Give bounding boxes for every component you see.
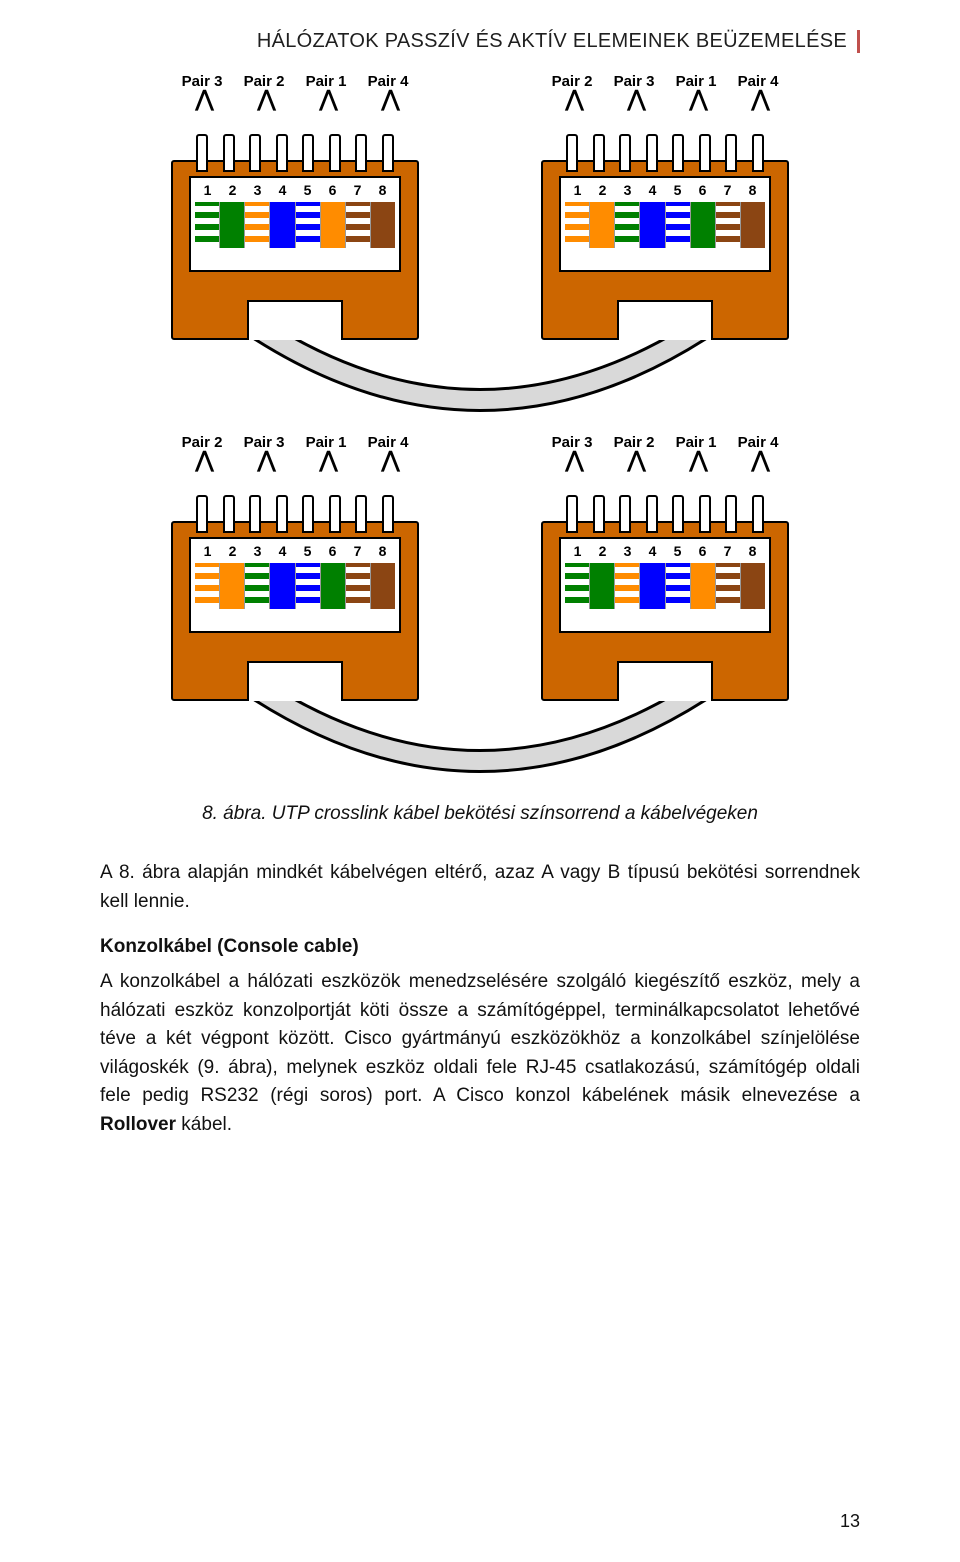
- page-header: HÁLÓZATOK PASSZÍV ÉS AKTÍV ELEMEINEK BEÜ…: [100, 30, 860, 53]
- rj45-body: 12345678: [535, 491, 795, 701]
- cable-arc: [150, 330, 810, 420]
- figure-caption: 8. ábra. UTP crosslink kábel bekötési sz…: [100, 803, 860, 825]
- pair-label: Pair 1⋀: [298, 73, 354, 124]
- wire-colors: [195, 563, 395, 609]
- rj45-body: 12345678: [535, 130, 795, 340]
- rj45-connector: Pair 3⋀Pair 2⋀Pair 1⋀Pair 4⋀ 12345678: [150, 73, 440, 340]
- rj45-connector: Pair 2⋀Pair 3⋀Pair 1⋀Pair 4⋀ 12345678: [150, 434, 440, 701]
- pair-label: Pair 1⋀: [298, 434, 354, 485]
- wire-colors: [565, 202, 765, 248]
- rj45-body: 12345678: [165, 491, 425, 701]
- pair-labels-row: Pair 2⋀Pair 3⋀Pair 1⋀Pair 4⋀: [520, 73, 810, 124]
- subheading-console-cable: Konzolkábel (Console cable): [100, 936, 860, 958]
- rj45-body: 12345678: [165, 130, 425, 340]
- rj45-connector: Pair 3⋀Pair 2⋀Pair 1⋀Pair 4⋀ 12345678: [520, 434, 810, 701]
- pair-label: Pair 4⋀: [730, 434, 786, 485]
- pin-numbers: 12345678: [195, 182, 395, 200]
- pair-label: Pair 2⋀: [236, 73, 292, 110]
- rj45-connector: Pair 2⋀Pair 3⋀Pair 1⋀Pair 4⋀ 12345678: [520, 73, 810, 340]
- connector-row: Pair 3⋀Pair 2⋀Pair 1⋀Pair 4⋀12345678Pair…: [150, 73, 810, 340]
- pair-labels-row: Pair 2⋀Pair 3⋀Pair 1⋀Pair 4⋀: [150, 434, 440, 485]
- pair-label: Pair 1⋀: [668, 434, 724, 485]
- pair-label: Pair 3⋀: [174, 73, 230, 124]
- pin-numbers: 12345678: [565, 182, 765, 200]
- paragraph-2: A konzolkábel a hálózati eszközök menedz…: [100, 968, 860, 1139]
- header-title: HÁLÓZATOK PASSZÍV ÉS AKTÍV ELEMEINEK BEÜ…: [257, 30, 847, 53]
- pair-label: Pair 2⋀: [606, 434, 662, 471]
- pin-numbers: 12345678: [565, 543, 765, 561]
- pair-label: Pair 2⋀: [174, 434, 230, 485]
- wire-colors: [565, 563, 765, 609]
- pair-label: Pair 4⋀: [360, 434, 416, 485]
- pair-label: Pair 4⋀: [360, 73, 416, 124]
- para2-a: A konzolkábel a hálózati eszközök menedz…: [100, 971, 860, 1106]
- cable-arc: [150, 691, 810, 781]
- pair-label: Pair 3⋀: [544, 434, 600, 485]
- para2-bold: Rollover: [100, 1114, 176, 1135]
- pair-labels-row: Pair 3⋀Pair 2⋀Pair 1⋀Pair 4⋀: [150, 73, 440, 124]
- pair-label: Pair 4⋀: [730, 73, 786, 124]
- page-number: 13: [840, 1511, 860, 1532]
- pair-label: Pair 1⋀: [668, 73, 724, 124]
- pair-label: Pair 2⋀: [544, 73, 600, 124]
- pin-numbers: 12345678: [195, 543, 395, 561]
- connector-row: Pair 2⋀Pair 3⋀Pair 1⋀Pair 4⋀12345678Pair…: [150, 434, 810, 701]
- pair-label: Pair 3⋀: [606, 73, 662, 110]
- pair-labels-row: Pair 3⋀Pair 2⋀Pair 1⋀Pair 4⋀: [520, 434, 810, 485]
- wire-colors: [195, 202, 395, 248]
- paragraph-1: A 8. ábra alapján mindkét kábelvégen elt…: [100, 859, 860, 916]
- pair-label: Pair 3⋀: [236, 434, 292, 471]
- wiring-diagram: Pair 3⋀Pair 2⋀Pair 1⋀Pair 4⋀12345678Pair…: [100, 73, 860, 775]
- para2-b: kábel.: [176, 1114, 232, 1135]
